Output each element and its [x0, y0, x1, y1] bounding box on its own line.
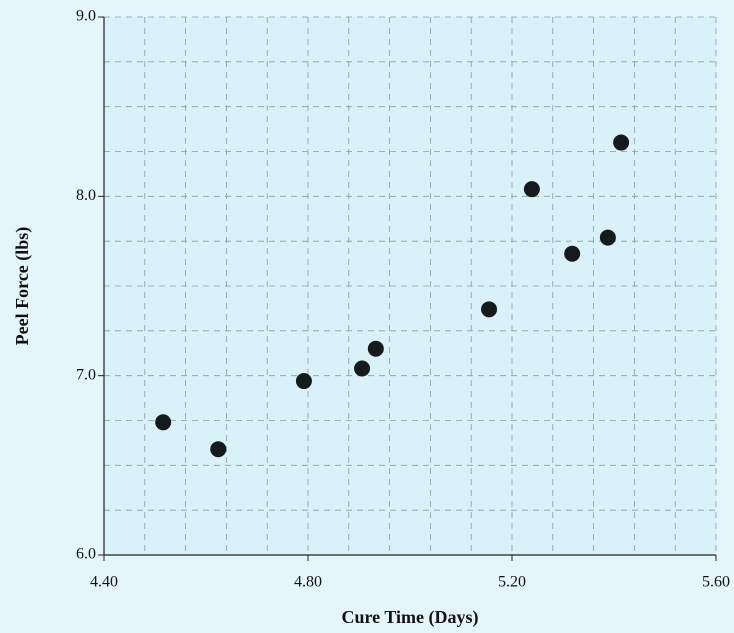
x-tick-label: 4.40 [90, 574, 118, 591]
point [210, 441, 227, 458]
y-axis-title: Peel Force (lbs) [12, 227, 33, 346]
x-tick-label: 5.20 [498, 574, 526, 591]
point [599, 229, 616, 246]
y-tick-label: 8.0 [76, 187, 96, 204]
y-tick-label: 9.0 [76, 8, 96, 25]
x-axis-title: Cure Time (Days) [342, 607, 479, 628]
point [481, 301, 498, 318]
point [564, 245, 581, 262]
point [367, 340, 384, 357]
point [523, 181, 540, 198]
x-tick-label: 4.80 [294, 574, 322, 591]
point [613, 134, 630, 151]
x-tick-label: 5.60 [702, 574, 730, 591]
y-tick-label: 6.0 [76, 546, 96, 563]
point [354, 360, 371, 377]
point [155, 414, 172, 431]
y-tick-label: 7.0 [76, 366, 96, 383]
point [295, 373, 312, 390]
